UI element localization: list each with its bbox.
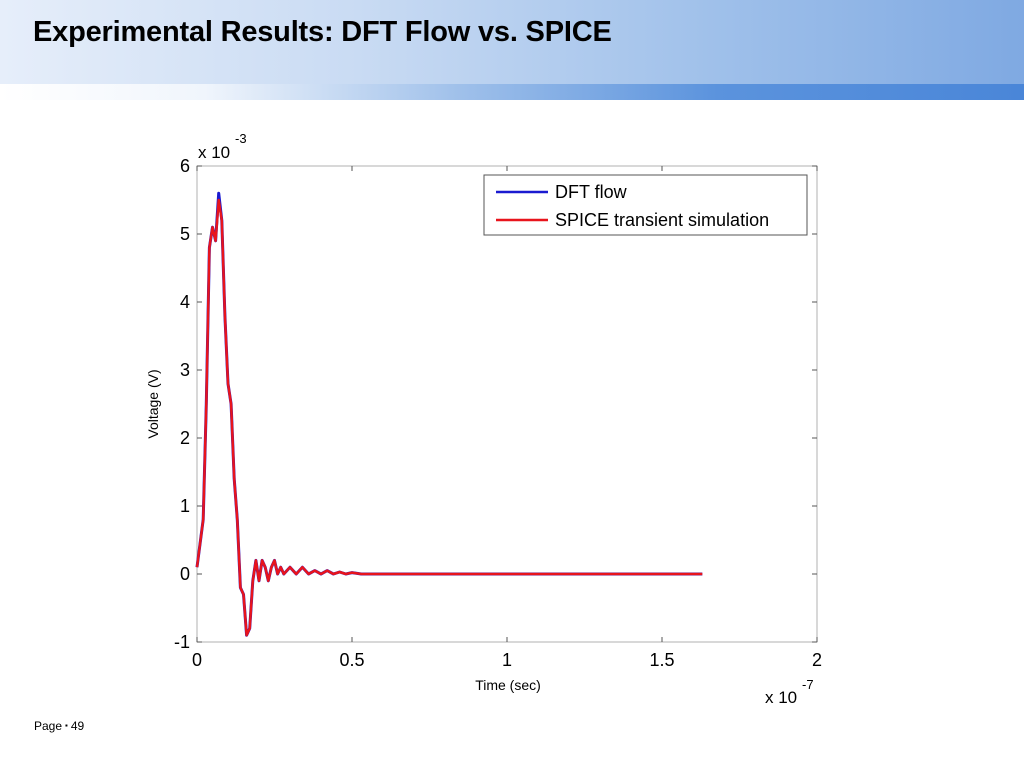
y-exponent: -3 [235, 131, 247, 146]
x-tick-label: 1 [502, 650, 512, 670]
x-tick-label: 0 [192, 650, 202, 670]
footer-label: Page [34, 719, 63, 733]
y-tick-label: 1 [180, 496, 190, 516]
x-axis-label: Time (sec) [475, 677, 541, 693]
page-footer: Page ▪ 49 [34, 719, 84, 733]
footer-separator: ▪ [65, 721, 68, 730]
title-banner [0, 0, 1024, 84]
x-exponent: -7 [802, 677, 814, 692]
legend-entry: DFT flow [555, 182, 628, 202]
series-line-spice-transient [195, 198, 703, 637]
y-tick-label: 0 [180, 564, 190, 584]
legend-box [483, 174, 808, 236]
x-tick-label: 1.5 [649, 650, 674, 670]
y-tick-label: 2 [180, 428, 190, 448]
y-tick-label: 4 [180, 292, 190, 312]
x-tick-label: 0.5 [339, 650, 364, 670]
y-tick-label: 5 [180, 224, 190, 244]
slide-title: Experimental Results: DFT Flow vs. SPICE [33, 16, 612, 48]
title-accent-bar [0, 84, 1024, 100]
x-multiplier: x 10 [765, 688, 797, 707]
plot-area [196, 165, 818, 643]
x-tick-label: 2 [812, 650, 822, 670]
y-tick-label: 3 [180, 360, 190, 380]
y-multiplier: x 10 [198, 143, 230, 162]
y-tick-label: 6 [180, 156, 190, 176]
y-axis-label: Voltage (V) [145, 369, 161, 438]
page-number: 49 [70, 719, 85, 733]
y-tick-label: -1 [174, 632, 190, 652]
legend-entry: SPICE transient simulation [555, 210, 769, 230]
